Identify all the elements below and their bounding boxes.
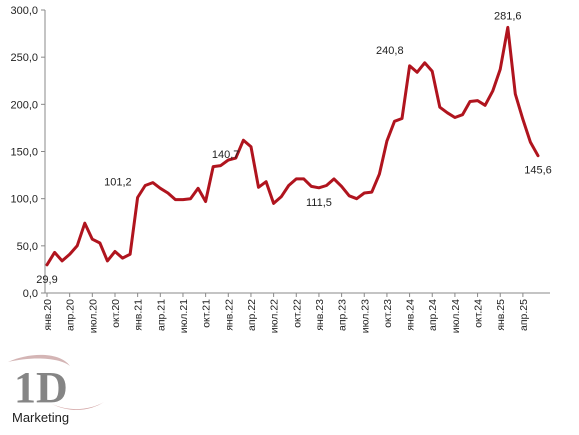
x-tick-label: окт.23 xyxy=(382,299,394,328)
x-tick-label: апр.20 xyxy=(65,299,77,331)
y-tick-label: 200,0 xyxy=(10,99,38,111)
x-tick-label: апр.24 xyxy=(427,299,439,331)
data-labels: 29,9 101,2 140,7 111,5 240,8 281,6 145,6 xyxy=(36,10,551,285)
x-tick-label: июл.22 xyxy=(269,299,281,333)
x-tick-label: окт.20 xyxy=(110,299,122,328)
x-tick-label: июл.20 xyxy=(87,299,99,333)
axes: 0,0 50,0 100,0 150,0 200,0 250,0 300,0 янв.20 ап… xyxy=(10,5,550,333)
x-tick-label: янв.22 xyxy=(223,299,235,331)
data-label: 111,5 xyxy=(306,197,332,209)
x-tick-label: янв.23 xyxy=(314,299,326,331)
x-tick-label: июл.24 xyxy=(450,299,462,333)
series-line xyxy=(45,25,540,267)
x-tick-label: янв.25 xyxy=(495,299,507,331)
x-tick-label: апр.21 xyxy=(155,299,167,331)
x-tick-label: янв.24 xyxy=(405,299,417,331)
data-label: 101,2 xyxy=(104,177,132,189)
y-tick-label: 100,0 xyxy=(10,194,38,206)
data-label: 140,7 xyxy=(212,149,240,161)
logo-mark: 1D xyxy=(14,363,68,412)
x-tick-label: апр.22 xyxy=(246,299,258,331)
logo-text: Marketing xyxy=(12,410,69,425)
y-tick-label: 0,0 xyxy=(23,288,38,300)
y-tick-label: 150,0 xyxy=(10,147,38,159)
data-label: 281,6 xyxy=(494,10,522,22)
y-tick-label: 250,0 xyxy=(10,52,38,64)
company-logo: 1D Marketing xyxy=(8,354,104,425)
x-tick-label: апр.23 xyxy=(337,299,349,331)
x-tick-label: апр.25 xyxy=(518,299,530,331)
y-tick-label: 300,0 xyxy=(10,5,38,17)
data-label: 145,6 xyxy=(524,165,552,177)
logo-swoosh xyxy=(8,354,70,366)
x-tick-label: июл.23 xyxy=(359,299,371,333)
x-tick-label: окт.21 xyxy=(201,299,213,328)
x-tick-label: янв.20 xyxy=(42,299,54,331)
y-tick-label: 50,0 xyxy=(17,241,38,253)
data-label: 240,8 xyxy=(376,45,404,57)
x-tick-label: янв.21 xyxy=(133,299,145,331)
data-label: 29,9 xyxy=(36,274,57,286)
x-tick-label: окт.22 xyxy=(291,299,303,328)
x-tick-label: окт.24 xyxy=(473,299,485,328)
series-layer xyxy=(45,25,540,267)
x-tick-label: июл.21 xyxy=(178,299,190,333)
